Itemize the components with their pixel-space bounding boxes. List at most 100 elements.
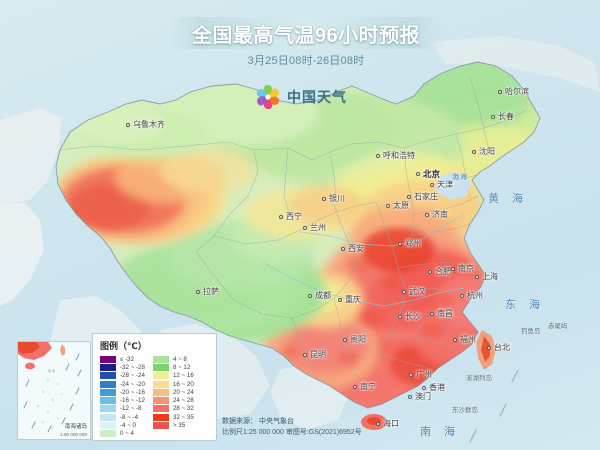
city-marker-dot xyxy=(322,197,326,201)
legend-label: 4 ~ 8 xyxy=(172,355,187,363)
weather-spiral-logo-icon xyxy=(255,84,281,110)
legend-label: 20 ~ 24 xyxy=(172,388,194,396)
legend-row: -8 ~ -4 xyxy=(100,413,145,421)
sea-label: 南 海 xyxy=(420,426,461,438)
city-label: 哈尔滨 xyxy=(505,87,529,96)
legend-row: 20 ~ 24 xyxy=(152,388,194,396)
legend-row: ≤ -32 xyxy=(100,355,145,363)
city-marker-dot xyxy=(398,242,402,246)
city-marker-dot xyxy=(338,298,342,302)
sea-dash-marks xyxy=(469,369,519,443)
city-marker-dot xyxy=(498,90,502,94)
legend-swatch xyxy=(100,405,116,413)
city-marker-dot xyxy=(376,154,380,158)
city-marker-dot xyxy=(303,226,307,230)
legend-row: 12 ~ 16 xyxy=(152,372,194,380)
inset-caption: 南海诸岛 xyxy=(64,424,87,430)
city-marker-dot xyxy=(303,353,307,357)
city-label: 兰州 xyxy=(310,223,326,232)
legend-swatch xyxy=(152,380,169,388)
legend-row: -24 ~ -20 xyxy=(100,380,145,388)
city-label: 武汉 xyxy=(409,287,425,296)
legend-row: -20 ~ -16 xyxy=(100,388,145,396)
legend-label: ≤ -32 xyxy=(120,355,135,363)
city-marker-dot xyxy=(460,294,464,298)
city-label: 澳门 xyxy=(415,392,431,401)
city-label: 贵阳 xyxy=(350,335,366,344)
forecast-period-subtitle: 3月25日08时-26日08时 xyxy=(247,55,365,67)
city-label: 合肥 xyxy=(435,267,451,276)
city-label: 南昌 xyxy=(437,309,453,318)
city-marker-dot xyxy=(409,373,413,377)
legend-swatch xyxy=(100,413,116,421)
legend-swatch xyxy=(100,397,116,405)
legend-swatch xyxy=(152,397,169,405)
city-marker-dot xyxy=(453,338,457,342)
legend-row: -12 ~ -8 xyxy=(100,405,145,413)
city-marker-dot xyxy=(398,315,402,319)
city-label: 北京 xyxy=(423,169,441,179)
city-label: 呼和浩特 xyxy=(383,151,415,160)
page-title: 全国最高气温96小时预报 xyxy=(191,24,421,47)
city-marker-dot xyxy=(343,338,347,342)
city-marker-dot xyxy=(425,213,429,217)
legend-row: -32 ~ -28 xyxy=(100,363,145,371)
city-marker-dot xyxy=(422,386,426,390)
title-banner: 全国最高气温96小时预报 xyxy=(168,17,444,49)
city-marker-dot xyxy=(416,172,420,176)
scale-approval-text: 比例尺1:25 000 000 审图号:GS(2021)6952号 xyxy=(222,429,362,436)
city-marker-dot xyxy=(376,422,380,426)
city-marker-dot xyxy=(407,195,411,199)
island-label: 赤尾屿 xyxy=(548,323,568,330)
legend-row: 8 ~ 12 xyxy=(152,363,194,371)
city-label: 成都 xyxy=(315,291,331,300)
city-marker-dot xyxy=(279,215,283,219)
legend-label: 12 ~ 16 xyxy=(172,372,194,380)
city-label: 济南 xyxy=(432,210,448,219)
legend-swatch xyxy=(152,405,169,413)
city-marker-dot xyxy=(408,395,412,399)
legend-swatch xyxy=(152,413,169,421)
legend-label: -20 ~ -16 xyxy=(120,388,145,396)
city-marker-dot xyxy=(430,312,434,316)
city-marker-dot xyxy=(451,267,455,271)
legend-label: 32 ~ 35 xyxy=(172,413,194,421)
city-marker-dot xyxy=(353,385,357,389)
city-label: 香港 xyxy=(429,383,445,392)
city-marker-dot xyxy=(386,204,390,208)
legend-row: 24 ~ 28 xyxy=(152,396,194,405)
city-marker-dot xyxy=(126,123,130,127)
legend-swatch xyxy=(100,422,116,430)
inset-scale: 1:50 000 000 xyxy=(60,432,87,437)
city-label: 南京 xyxy=(458,264,474,273)
legend-row: > 35 xyxy=(152,421,194,430)
legend-label: -4 ~ 0 xyxy=(120,422,136,430)
island-label: 钓鱼岛 xyxy=(521,328,541,335)
city-marker-dot xyxy=(430,183,434,187)
city-label: 长沙 xyxy=(405,312,421,321)
legend-label: 0 ~ 4 xyxy=(120,430,134,438)
city-label: 上海 xyxy=(482,272,498,281)
legend-row: 0 ~ 4 xyxy=(100,430,145,438)
city-label: 长春 xyxy=(498,112,514,121)
legend-row: 16 ~ 20 xyxy=(152,380,194,388)
legend-swatch xyxy=(100,388,116,396)
legend-row: -16 ~ -12 xyxy=(100,396,145,405)
city-label: 台北 xyxy=(494,343,510,352)
legend-title: 图例（℃） xyxy=(100,341,147,351)
south-china-sea-inset-map: 南 海 南海诸岛 1:50 000 000 xyxy=(17,341,91,440)
city-label: 杭州 xyxy=(467,291,483,300)
legend-swatch xyxy=(100,430,116,438)
city-label: 西安 xyxy=(348,244,364,253)
legend-swatch xyxy=(100,380,116,388)
city-label: 南宁 xyxy=(360,382,376,391)
legend-row: 32 ~ 35 xyxy=(152,413,194,421)
taiwan-island xyxy=(476,330,496,370)
brand-logo: 中国天气 xyxy=(255,84,347,110)
city-label: 重庆 xyxy=(345,295,361,304)
legend-swatch xyxy=(100,372,116,380)
legend-swatch xyxy=(152,422,169,430)
legend-label: 24 ~ 28 xyxy=(172,397,194,405)
city-label: 天津 xyxy=(437,180,453,189)
